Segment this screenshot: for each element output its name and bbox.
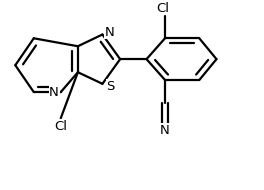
Text: S: S — [106, 80, 115, 93]
Text: N: N — [105, 26, 115, 39]
Text: Cl: Cl — [156, 2, 169, 15]
Text: Cl: Cl — [54, 120, 67, 133]
Text: N: N — [49, 86, 59, 99]
Text: N: N — [160, 124, 170, 137]
